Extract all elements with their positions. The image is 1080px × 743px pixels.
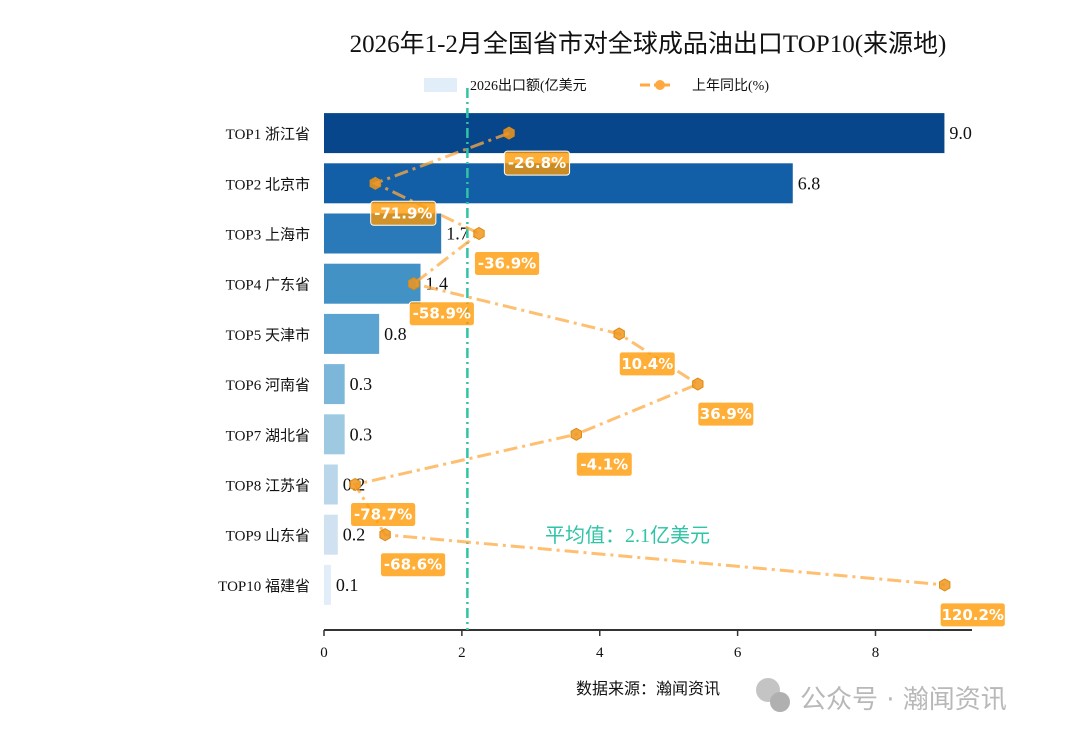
yoy-marker [379,528,391,542]
yoy-label-box [473,251,541,276]
y-tick-label: TOP1 浙江省 [226,126,310,143]
bar-value-label: 9.0 [949,123,972,143]
x-tick-label: 2 [458,645,466,661]
bar-value-label: 6.8 [798,173,821,193]
y-tick-label: TOP9 山东省 [226,528,310,545]
yoy-label-box [370,200,437,226]
legend-line-label: 上年同比(%) [692,78,769,94]
yoy-label-box [503,150,571,176]
yoy-value-label: -58.9% [413,305,471,323]
yoy-value-label: -68.6% [384,556,442,574]
x-tick-label: 4 [596,645,604,661]
yoy-label-box [939,602,1006,628]
yoy-value-label: -36.9% [478,255,536,273]
x-tick-label: 6 [734,645,742,661]
bar [324,263,421,304]
yoy-marker [570,427,582,441]
watermark: 公众号 · 瀚闻资讯 [756,678,1007,715]
yoy-marker [613,327,625,341]
bar [324,113,945,154]
bar [324,514,338,555]
yoy-marker [473,226,485,241]
yoy-value-label: 120.2% [941,606,1003,624]
yoy-label-box [575,451,633,477]
yoy-marker [369,176,381,190]
y-tick-label: TOP5 天津市 [226,327,310,344]
yoy-value-label: -78.7% [354,506,412,524]
watermark-text: 公众号 · 瀚闻资讯 [800,685,1007,715]
yoy-value-label: -4.1% [580,455,628,473]
bar-value-label: 0.2 [343,525,366,545]
yoy-marker [939,578,951,592]
y-tick-label: TOP6 河南省 [226,377,310,394]
y-tick-label: TOP2 北京市 [226,176,310,193]
legend-line-marker [655,80,665,90]
y-tick-label: TOP3 上海市 [226,227,310,244]
legend: 2026出口额(亿美元 上年同比(%) [424,78,769,94]
bar-value-label: 0.3 [350,374,373,394]
yoy-value-label: 10.4% [621,355,673,373]
mean-label: 平均值：2.1亿美元 [545,524,710,547]
bar [324,313,380,354]
yoy-value-label: -71.9% [374,204,432,222]
legend-bar-swatch [424,78,457,92]
bar-value-label: 0.8 [384,324,407,344]
y-tick-label: TOP10 福建省 [218,578,310,595]
y-tick-label: TOP4 广东省 [226,277,310,294]
y-tick-label: TOP8 江苏省 [226,478,310,495]
source-note: 数据来源：瀚闻资讯 [576,680,720,698]
yoy-label-box [350,502,417,527]
bar [324,364,345,405]
y-tick-label: TOP7 湖北省 [226,427,310,444]
legend-bar-label: 2026出口额(亿美元 [470,78,587,94]
bar [324,414,345,455]
yoy-marker [692,377,704,391]
yoy-label-box [618,351,676,377]
yoy-label-box [408,301,475,327]
bar [324,464,338,505]
bar-value-label: 1.7 [446,224,469,244]
bar-value-label: 0.3 [350,424,373,444]
bar [324,564,331,605]
yoy-label-box [379,552,447,578]
yoy-label-box [697,401,755,427]
x-tick-label: 0 [320,645,328,661]
bar-value-label: 0.1 [336,575,359,595]
chart-title: 2026年1-2月全国省市对全球成品油出口TOP10(来源地) [350,30,947,58]
yoy-value-label: 36.9% [700,405,752,423]
x-tick-label: 8 [872,645,880,661]
yoy-marker [349,477,361,492]
yoy-marker [408,277,420,291]
yoy-marker [503,126,515,140]
yoy-value-label: -26.8% [508,154,566,172]
